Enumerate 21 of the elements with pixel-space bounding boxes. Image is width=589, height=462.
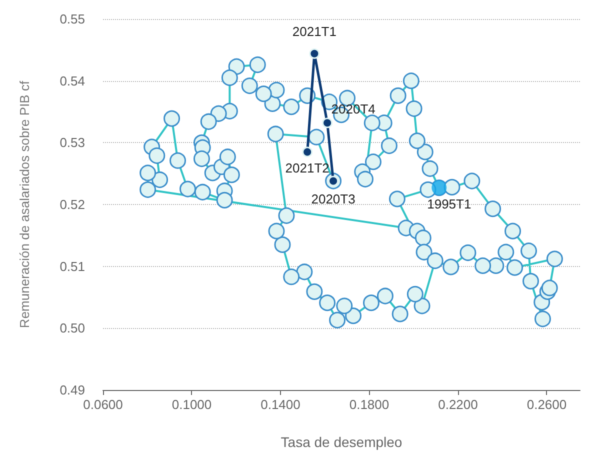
x-tick-label: 0.1800 [349, 397, 390, 412]
point [322, 118, 333, 128]
x-tick-label: 0.0600 [83, 397, 123, 412]
y-axis-title: Remuneración de asalariados sobre PIB cf [17, 80, 32, 328]
y-tick-label: 0.49 [60, 382, 85, 398]
x-tick-label: 0.1000 [172, 397, 212, 412]
x-tick-label: 0.2200 [438, 397, 478, 412]
point [302, 146, 313, 158]
y-tick-label: 0.52 [60, 197, 85, 212]
annotation: 1995T1 [427, 196, 472, 212]
annotation: 2021T1 [292, 24, 336, 40]
y-tick-label: 0.53 [60, 135, 85, 150]
x-tick-label: 0.1400 [260, 397, 300, 412]
y-tick-label: 0.55 [60, 12, 85, 26]
x-tick-label: 0.2600 [526, 397, 567, 412]
point [309, 48, 320, 59]
y-tick-label: 0.50 [60, 320, 85, 336]
y-tick-label: 0.54 [60, 73, 85, 88]
annotation: 2020T3 [311, 192, 356, 207]
x-axis-title: Tasa de desempleo [280, 434, 402, 450]
y-tick-label: 0.51 [60, 258, 85, 274]
